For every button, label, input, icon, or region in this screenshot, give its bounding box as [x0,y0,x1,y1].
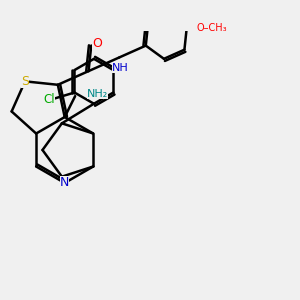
Text: N: N [60,176,69,190]
Text: O: O [92,37,102,50]
Text: NH₂: NH₂ [87,89,108,99]
Text: Cl: Cl [43,93,55,106]
Text: O–CH₃: O–CH₃ [197,23,227,33]
Text: S: S [21,75,29,88]
Text: NH: NH [112,63,129,73]
